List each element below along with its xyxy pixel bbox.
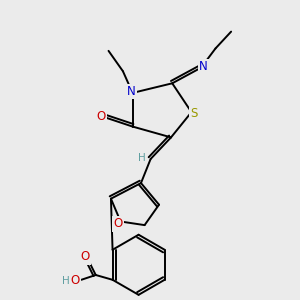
Text: S: S [190,107,198,120]
Text: H: H [138,153,146,163]
Text: O: O [80,250,89,263]
Text: N: N [199,60,208,73]
Text: O: O [97,110,106,124]
Text: O: O [113,218,123,230]
Text: N: N [127,85,136,98]
Text: H: H [62,276,70,286]
Text: O: O [71,274,80,287]
